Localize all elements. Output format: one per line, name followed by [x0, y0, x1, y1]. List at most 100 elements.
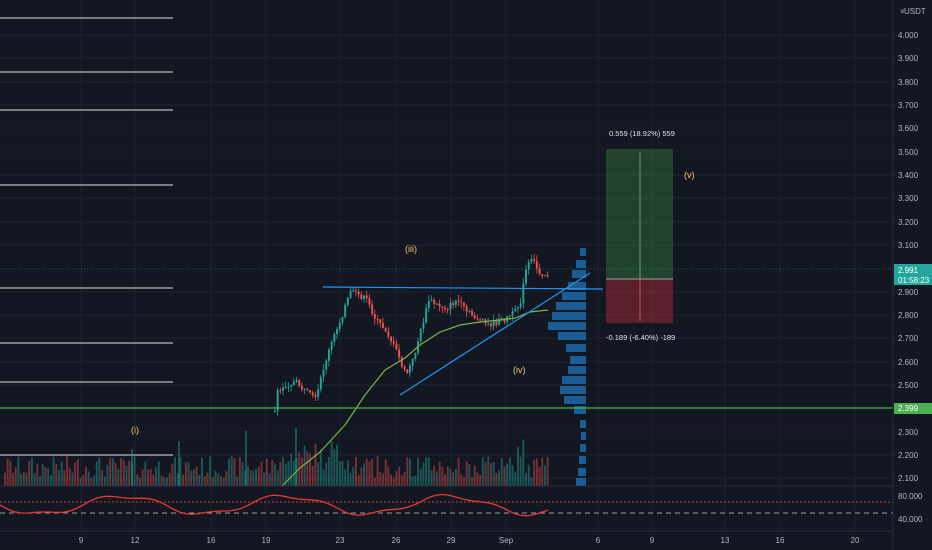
candle-body[interactable] — [274, 411, 276, 413]
candle-body[interactable] — [449, 302, 452, 310]
candle-body[interactable] — [422, 322, 425, 329]
volume-profile[interactable] — [548, 248, 586, 486]
candle-body[interactable] — [306, 388, 309, 391]
candle-body[interactable] — [406, 369, 409, 373]
candle-body[interactable] — [395, 343, 398, 350]
candle-body[interactable] — [498, 318, 500, 325]
candle-body[interactable] — [290, 385, 293, 387]
candle-body[interactable] — [522, 283, 525, 304]
candle-body[interactable] — [365, 295, 368, 299]
candle-body[interactable] — [357, 291, 360, 295]
candle-body[interactable] — [322, 369, 325, 377]
candle-body[interactable] — [438, 303, 441, 307]
candle-body[interactable] — [301, 386, 303, 390]
support-trendline[interactable] — [399, 272, 591, 396]
candle-body[interactable] — [409, 365, 411, 373]
candle-body[interactable] — [535, 260, 538, 269]
candle-body[interactable] — [414, 352, 417, 359]
candle-body[interactable] — [387, 331, 390, 337]
candle-body[interactable] — [279, 390, 282, 392]
candle-body[interactable] — [325, 360, 328, 370]
candle-body[interactable] — [541, 274, 544, 277]
candle-body[interactable] — [379, 319, 382, 323]
candle-body[interactable] — [538, 268, 541, 275]
candle-body[interactable] — [500, 318, 503, 320]
candle-body[interactable] — [373, 313, 376, 319]
candle-body[interactable] — [519, 303, 522, 308]
candle-body[interactable] — [349, 290, 352, 298]
candle-body[interactable] — [319, 376, 322, 390]
candle-body[interactable] — [338, 322, 341, 329]
moving-average-line[interactable] — [281, 309, 549, 487]
candle-body[interactable] — [276, 390, 279, 412]
candle-body[interactable] — [346, 297, 349, 305]
resistance-trendline[interactable] — [322, 286, 604, 290]
candle-body[interactable] — [492, 320, 495, 327]
axis-menu-icon[interactable]: ⌅ — [899, 6, 906, 15]
candle-body[interactable] — [328, 349, 330, 361]
candle-body[interactable] — [292, 381, 295, 386]
horizontal-lines[interactable] — [0, 17, 173, 456]
candle-body[interactable] — [533, 259, 536, 261]
candle-body[interactable] — [298, 380, 301, 387]
candlesticks[interactable] — [274, 253, 549, 416]
candle-body[interactable] — [503, 318, 506, 322]
time-axis[interactable]: 9 12 16 19 23 26 29 Sep 6 9 13 16 20 — [79, 536, 860, 545]
candle-body[interactable] — [452, 302, 455, 305]
candle-body[interactable] — [473, 315, 476, 319]
candle-body[interactable] — [454, 300, 457, 305]
candle-body[interactable] — [544, 275, 546, 277]
wave-label-v[interactable]: (v) — [684, 170, 695, 180]
candle-body[interactable] — [341, 317, 344, 323]
candle-body[interactable] — [514, 308, 517, 312]
candle-body[interactable] — [392, 341, 395, 344]
candle-body[interactable] — [363, 295, 365, 299]
candle-body[interactable] — [311, 392, 314, 396]
candle-body[interactable] — [465, 306, 468, 312]
candle-body[interactable] — [355, 290, 357, 292]
candle-body[interactable] — [511, 311, 514, 316]
candle-body[interactable] — [525, 269, 527, 284]
candle-body[interactable] — [411, 358, 414, 366]
candle-body[interactable] — [287, 386, 290, 388]
oscillator-pane[interactable] — [0, 485, 893, 532]
candle-body[interactable] — [344, 304, 347, 318]
candle-body[interactable] — [463, 302, 465, 307]
candle-body[interactable] — [481, 319, 484, 321]
candle-body[interactable] — [390, 336, 392, 342]
candle-body[interactable] — [309, 390, 311, 393]
trendlines[interactable] — [322, 272, 604, 396]
candle-body[interactable] — [427, 301, 430, 309]
oscillator-line[interactable] — [0, 493, 549, 517]
candle-body[interactable] — [468, 311, 471, 313]
candle-body[interactable] — [368, 298, 371, 305]
loss-zone[interactable] — [606, 279, 673, 323]
candle-body[interactable] — [371, 304, 374, 314]
candle-body[interactable] — [336, 328, 338, 335]
candle-body[interactable] — [546, 275, 549, 277]
candle-body[interactable] — [303, 388, 306, 390]
candle-body[interactable] — [419, 328, 422, 342]
candle-body[interactable] — [527, 261, 530, 270]
candle-body[interactable] — [490, 323, 492, 327]
candle-body[interactable] — [446, 309, 449, 311]
profit-zone[interactable] — [606, 149, 673, 279]
candle-body[interactable] — [441, 306, 444, 308]
candle-body[interactable] — [476, 318, 479, 320]
candle-body[interactable] — [360, 294, 363, 299]
candle-body[interactable] — [295, 380, 298, 382]
candle-body[interactable] — [436, 303, 438, 305]
candle-body[interactable] — [284, 386, 287, 388]
candle-body[interactable] — [479, 319, 482, 321]
wave-label-i[interactable]: (i) — [131, 425, 139, 435]
wave-label-iv[interactable]: (iv) — [513, 365, 526, 375]
candle-body[interactable] — [433, 299, 436, 304]
candle-body[interactable] — [460, 301, 463, 303]
candle-body[interactable] — [314, 395, 317, 397]
candle-body[interactable] — [517, 307, 519, 309]
candle-body[interactable] — [400, 357, 403, 367]
price-axis[interactable]: ⌅ USDT 4.000 3.900 3.800 3.700 3.600 3.500 3.4… — [892, 0, 932, 550]
candle-body[interactable] — [530, 259, 533, 262]
long-position-tool[interactable]: 0.559 (18.92%) 559 -0.189 (-6.40%) -189 — [606, 129, 675, 342]
